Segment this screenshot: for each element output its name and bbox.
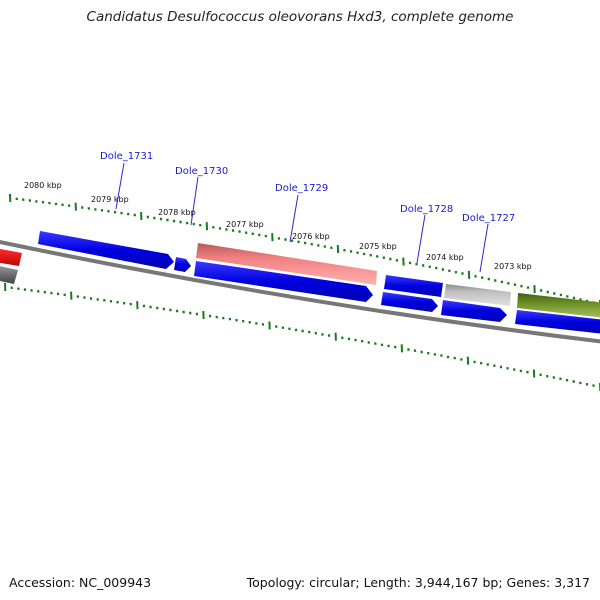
- gene-olive[interactable]: [517, 293, 600, 318]
- gene-red-partial[interactable]: [0, 248, 22, 266]
- accession-text: Accession: NC_009943: [9, 575, 152, 590]
- gene-gray-partial[interactable]: [0, 265, 18, 284]
- backbone: [0, 239, 600, 344]
- gene-label-dole-1729[interactable]: Dole_1729: [275, 183, 328, 194]
- gene-reverse-1[interactable]: [194, 261, 373, 302]
- gene-reverse-2[interactable]: [381, 292, 438, 312]
- scale-label-2079: 2079 kbp: [91, 195, 129, 204]
- scale-label-2077: 2077 kbp: [226, 220, 264, 229]
- scale-label-2080: 2080 kbp: [24, 181, 62, 190]
- genome-summary-text: Topology: circular; Length: 3,944,167 bp…: [246, 575, 590, 590]
- scale-ticks-outer: [9, 193, 600, 309]
- gene-label-dole-1727[interactable]: Dole_1727: [462, 213, 515, 224]
- gene-dole-1729[interactable]: [196, 243, 377, 285]
- scale-label-2073: 2073 kbp: [494, 262, 532, 271]
- scale-ticks-inner: [4, 282, 600, 392]
- gene-label-leaders: [115, 162, 489, 273]
- gene-reverse-4[interactable]: [515, 310, 600, 334]
- gene-dole-1730[interactable]: [174, 257, 191, 272]
- genome-title: Candidatus Desulfococcus oleovorans Hxd3…: [86, 9, 514, 25]
- gene-dole-1727[interactable]: [444, 284, 511, 306]
- gene-reverse-3[interactable]: [441, 300, 507, 322]
- gene-dole-1728[interactable]: [384, 275, 443, 297]
- gene-label-dole-1731[interactable]: Dole_1731: [100, 151, 153, 162]
- scale-label-2075: 2075 kbp: [359, 242, 397, 251]
- gene-label-dole-1730[interactable]: Dole_1730: [175, 166, 228, 177]
- gene-label-dole-1728[interactable]: Dole_1728: [400, 204, 453, 215]
- scale-label-2078: 2078 kbp: [158, 208, 196, 217]
- scale-label-2074: 2074 kbp: [426, 253, 464, 262]
- scale-label-2076: 2076 kbp: [292, 232, 330, 241]
- gene-dole-1731[interactable]: [38, 231, 174, 269]
